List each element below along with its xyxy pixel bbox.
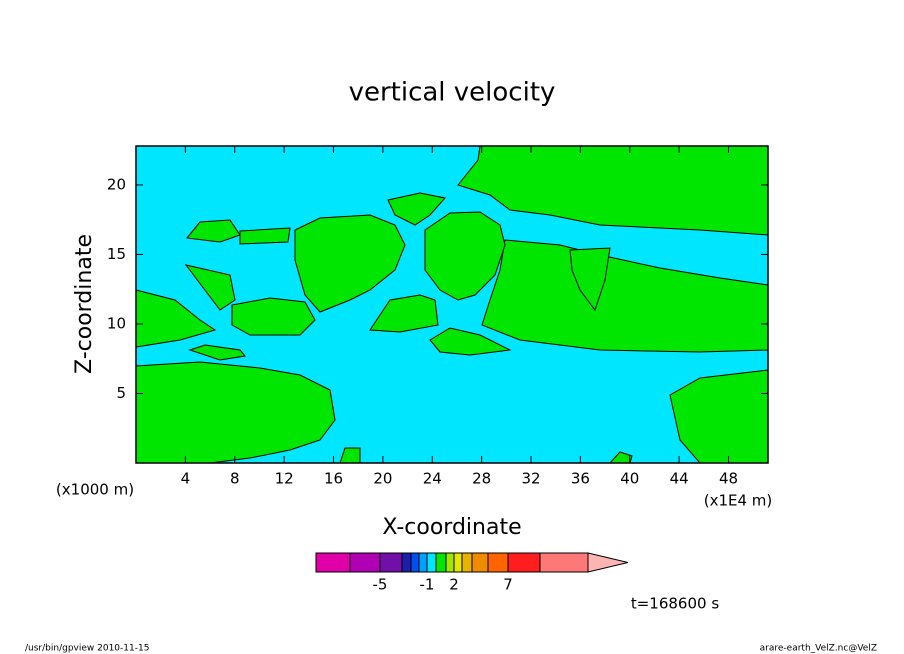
x-unit-right: (x1E4 m) — [704, 492, 773, 510]
contour-region — [481, 239, 769, 353]
contour-region — [188, 344, 246, 361]
colorbar-box — [487, 552, 509, 573]
contour-region — [569, 247, 611, 312]
colorbar-tick-label: 2 — [449, 576, 459, 594]
contour-region — [429, 327, 512, 356]
y-tick-label: 10 — [107, 314, 126, 332]
y-tick-label: 5 — [116, 384, 126, 402]
y-axis-label: Z-coordinate — [72, 234, 97, 374]
x-unit-left: (x1000 m) — [56, 481, 134, 499]
x-tick-label: 20 — [373, 470, 392, 488]
contour-region — [184, 264, 236, 311]
colorbar-box — [418, 552, 428, 573]
contour-region — [186, 219, 241, 243]
footer-left: /usr/bin/gpview 2010-11-15 — [25, 644, 149, 654]
x-tick-label: 28 — [472, 470, 491, 488]
x-tick-label: 36 — [571, 470, 590, 488]
x-tick-label: 12 — [275, 470, 294, 488]
colorbar-box — [461, 552, 473, 573]
colorbar-tick-label: -5 — [373, 576, 388, 594]
colorbar-box — [379, 552, 403, 573]
contour-region — [424, 211, 506, 301]
colorbar-tick-label: 7 — [503, 576, 513, 594]
colorbar-box — [349, 552, 381, 573]
colorbar-box — [445, 552, 455, 573]
colorbar-box — [471, 552, 489, 573]
x-tick-label: 32 — [521, 470, 540, 488]
footer-right: arare-earth_VelZ.nc@VelZ — [760, 644, 877, 654]
colorbar-box — [426, 552, 437, 573]
contour-region — [294, 214, 406, 313]
x-tick-label: 40 — [620, 470, 639, 488]
contour-region — [387, 192, 446, 226]
colorbar-box — [410, 552, 420, 573]
contour-region — [457, 145, 769, 236]
contour-region — [369, 294, 439, 333]
colorbar-box — [507, 552, 541, 573]
contour-region — [239, 227, 291, 245]
colorbar-box — [453, 552, 463, 573]
y-tick-label: 20 — [107, 175, 126, 193]
contour-region — [231, 297, 316, 336]
x-tick-label: 24 — [423, 470, 442, 488]
time-label: t=168600 s — [631, 595, 719, 613]
x-tick-label: 8 — [230, 470, 240, 488]
chart-title: vertical velocity — [349, 78, 556, 108]
plot-frame — [135, 145, 769, 464]
plot-area — [135, 145, 769, 464]
x-tick-label: 48 — [719, 470, 738, 488]
colorbar-tick-label: -1 — [420, 576, 435, 594]
colorbar-box — [315, 552, 351, 573]
y-tick-label: 15 — [107, 245, 126, 263]
colorbar-box — [539, 552, 589, 573]
colorbar-box — [401, 552, 412, 573]
colorbar-extension — [587, 552, 629, 573]
colorbar-box — [435, 552, 447, 573]
x-tick-label: 16 — [324, 470, 343, 488]
x-tick-label: 44 — [670, 470, 689, 488]
x-axis-label: X-coordinate — [382, 515, 521, 540]
x-tick-label: 4 — [181, 470, 191, 488]
